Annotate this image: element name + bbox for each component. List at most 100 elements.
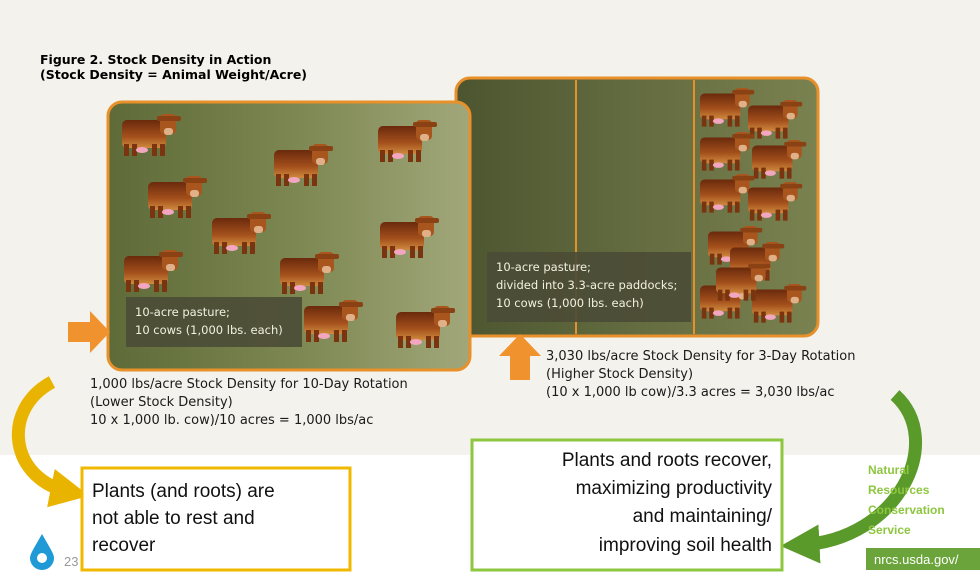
- cow-part: [242, 242, 247, 254]
- cow-part: [416, 150, 421, 162]
- cow: [700, 132, 755, 171]
- cow-part: [290, 282, 295, 294]
- cow-part: [392, 153, 404, 159]
- cow-part: [760, 212, 772, 218]
- cow-part: [378, 126, 422, 154]
- agency-text: Resources: [868, 483, 930, 497]
- agency-text: Service: [868, 523, 911, 537]
- arrow: [68, 311, 110, 353]
- cow-part: [431, 308, 455, 313]
- cow-part: [712, 204, 724, 210]
- label-line: 10-acre pasture;: [135, 305, 230, 319]
- cow-part: [314, 330, 319, 342]
- callout-text: recover: [92, 535, 156, 556]
- cow-part: [786, 167, 792, 179]
- url-box: [866, 548, 980, 570]
- cow: [748, 182, 803, 221]
- cow-part: [410, 339, 422, 345]
- cow-part: [406, 336, 411, 348]
- cow-part: [786, 112, 795, 120]
- cow-part: [306, 330, 311, 342]
- cow-part: [160, 144, 165, 156]
- cow-part: [250, 242, 255, 254]
- cow-part: [126, 280, 131, 292]
- cow-part: [152, 144, 157, 156]
- cow: [716, 262, 771, 301]
- cow-part: [222, 242, 227, 254]
- cow-part: [426, 336, 431, 348]
- cow-part: [700, 179, 741, 206]
- cow-part: [712, 162, 724, 168]
- callout-text: Plants (and roots) are: [92, 481, 275, 502]
- cow: [748, 100, 803, 139]
- logo: [37, 553, 47, 563]
- cow-part: [309, 146, 333, 151]
- agency-text: Conservation: [868, 503, 945, 517]
- cow-part: [712, 310, 724, 316]
- cow-part: [709, 253, 715, 265]
- cow-part: [748, 263, 771, 269]
- cow: [396, 306, 455, 348]
- cow-part: [712, 118, 724, 124]
- cow-part: [150, 206, 155, 218]
- cow-part: [780, 183, 803, 189]
- cow-part: [709, 307, 714, 319]
- label-line: divided into 3.3-acre paddocks;: [496, 278, 677, 292]
- cow: [122, 114, 181, 156]
- cow-part: [294, 285, 306, 291]
- label-line: 10 cows (1,000 lbs. each): [135, 323, 283, 337]
- cow-part: [124, 256, 168, 284]
- cow-part: [740, 227, 763, 233]
- cow-part: [284, 174, 289, 186]
- cow-part: [342, 330, 347, 342]
- cow-part: [396, 312, 440, 340]
- cow-part: [134, 280, 139, 292]
- cow-part: [310, 282, 315, 294]
- cow-part: [786, 194, 795, 202]
- cow-part: [732, 175, 755, 181]
- cow-part: [727, 307, 733, 319]
- agency-text: Natural: [868, 463, 909, 477]
- cow-part: [782, 209, 788, 221]
- curved-arrow: [780, 390, 922, 564]
- cow-part: [162, 209, 174, 215]
- cow-part: [380, 222, 424, 250]
- cow-part: [748, 105, 789, 132]
- cow-part: [720, 256, 732, 262]
- cow-part: [274, 150, 318, 178]
- cow-part: [312, 174, 317, 186]
- cow-part: [732, 89, 755, 95]
- cow-part: [734, 307, 740, 319]
- cow-part: [709, 201, 714, 213]
- caption: 1,000 lbs/acre Stock Density for 10-Day …: [90, 377, 408, 392]
- cow-part: [701, 307, 707, 319]
- cow: [700, 88, 755, 127]
- cow-part: [760, 130, 772, 136]
- cow: [700, 174, 755, 213]
- cow-part: [743, 289, 749, 301]
- cow-part: [757, 209, 762, 221]
- cow-part: [709, 159, 714, 171]
- cow-part: [276, 174, 281, 186]
- callout-box: [470, 438, 784, 572]
- cow-part: [734, 159, 740, 171]
- cow-part: [157, 116, 181, 121]
- cow-part: [380, 150, 385, 162]
- cow-part: [422, 230, 431, 237]
- callout-box: [80, 466, 352, 572]
- cow: [380, 216, 439, 258]
- cow-part: [334, 330, 339, 342]
- cow-part: [775, 209, 781, 221]
- cow: [378, 120, 437, 162]
- cow-part: [782, 127, 788, 139]
- cow-part: [779, 167, 785, 179]
- cow-part: [398, 336, 403, 348]
- cow-part: [415, 218, 439, 223]
- cow-part: [717, 253, 722, 265]
- page-number: 23: [64, 554, 78, 569]
- cow-part: [148, 182, 192, 210]
- cow-part: [790, 152, 799, 160]
- cow-part: [727, 159, 733, 171]
- cow-part: [138, 283, 150, 289]
